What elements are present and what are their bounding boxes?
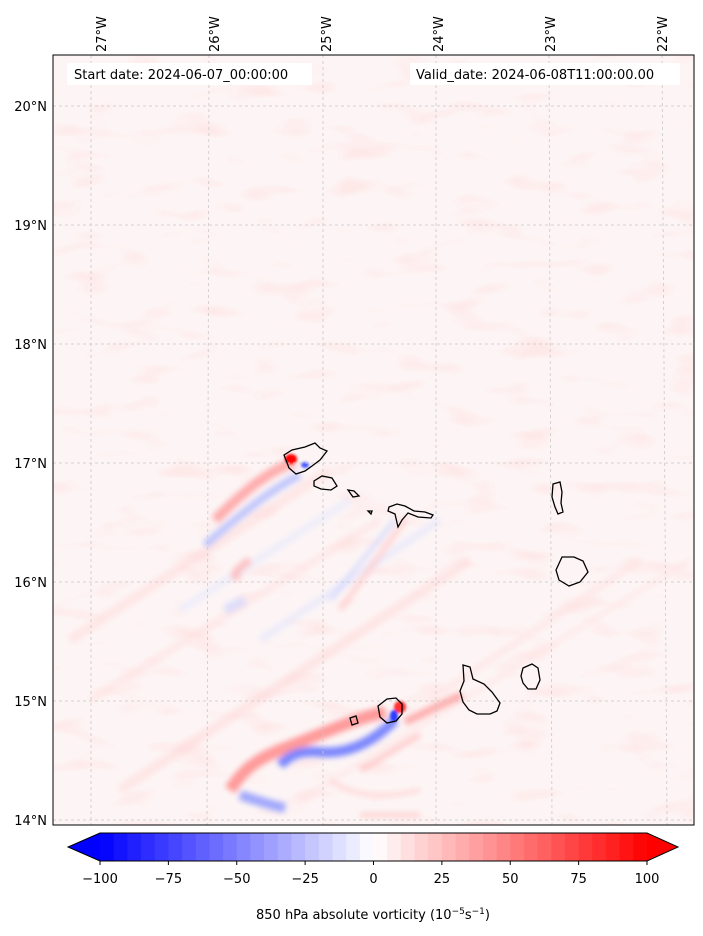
colorbar-tick-label: 50 bbox=[502, 872, 519, 887]
colorbar-ticks: −100 −75 −50 −25 0 25 50 75 100 bbox=[82, 861, 659, 887]
northern-island-wakes bbox=[202, 457, 408, 615]
colorbar-cell bbox=[414, 833, 429, 861]
colorbar-tick-label: 75 bbox=[570, 872, 587, 887]
colorbar: −100 −75 −50 −25 0 25 50 75 100 850 hPa absolute… bbox=[66, 832, 680, 923]
colorbar-cell bbox=[455, 833, 470, 861]
colorbar-cell bbox=[236, 833, 252, 861]
colorbar-cell bbox=[564, 833, 580, 861]
island-raso bbox=[366, 510, 373, 516]
vorticity-field: Start date: 2024-06-07_00:00:00 Valid_da… bbox=[53, 55, 694, 825]
colorbar-cell bbox=[182, 833, 197, 861]
colorbar-cell bbox=[510, 833, 525, 861]
colorbar-cell bbox=[154, 833, 169, 861]
colorbar-cell bbox=[127, 833, 142, 861]
lat-label-19n: 19°N bbox=[14, 219, 47, 234]
colorbar-cell bbox=[428, 833, 443, 861]
colorbar-label: 850 hPa absolute vorticity (10−5s−1) bbox=[256, 907, 490, 923]
colorbar-cell bbox=[209, 833, 224, 861]
lat-label-14n: 14°N bbox=[14, 814, 47, 829]
colorbar-cell bbox=[523, 833, 539, 861]
colorbar-tick-label: −75 bbox=[155, 872, 182, 887]
latitude-labels: 20°N 19°N 18°N 17°N 16°N 15°N 14°N bbox=[14, 100, 47, 829]
colorbar-cell bbox=[619, 833, 634, 861]
start-date-text: Start date: 2024-06-07_00:00:00 bbox=[74, 68, 288, 83]
lon-label-27w: 27°W bbox=[95, 16, 110, 52]
colorbar-tick-label: −50 bbox=[223, 872, 250, 887]
colorbar-cell bbox=[578, 833, 593, 861]
island-sao-nicolau bbox=[387, 503, 434, 529]
colorbar-cell bbox=[113, 833, 128, 861]
colorbar-cell bbox=[605, 833, 621, 861]
start-date-box bbox=[67, 63, 312, 85]
lon-label-26w: 26°W bbox=[208, 16, 223, 52]
colorbar-cell bbox=[264, 833, 279, 861]
field-streaks bbox=[67, 465, 692, 803]
colorbar-cell bbox=[387, 833, 402, 861]
colorbar-tick-label: 0 bbox=[369, 872, 377, 887]
colorbar-cell bbox=[100, 833, 115, 861]
colorbar-cell bbox=[633, 833, 648, 861]
colorbar-tick-label: 100 bbox=[635, 872, 660, 887]
colorbar-cell bbox=[291, 833, 306, 861]
colorbar-cell bbox=[195, 833, 211, 861]
longitude-labels: 27°W 26°W 25°W 24°W 23°W 22°W bbox=[95, 16, 671, 52]
lon-label-23w: 23°W bbox=[544, 16, 559, 52]
map-frame bbox=[52, 54, 695, 826]
island-santo-antao bbox=[283, 442, 329, 475]
colorbar-cells bbox=[100, 833, 648, 861]
colorbar-cell bbox=[496, 833, 511, 861]
field-noise-texture bbox=[53, 55, 694, 825]
colorbar-cell bbox=[373, 833, 388, 861]
gridline-lon-26 bbox=[206, 55, 210, 825]
colorbar-cell bbox=[305, 833, 320, 861]
island-maio bbox=[520, 663, 541, 690]
island-sao-vicente bbox=[313, 475, 338, 491]
valid-date-box bbox=[410, 63, 680, 85]
colorbar-cell bbox=[277, 833, 293, 861]
lat-label-17n: 17°N bbox=[14, 457, 47, 472]
colorbar-cell bbox=[332, 833, 347, 861]
island-santiago bbox=[459, 664, 501, 715]
island-santa-luzia bbox=[346, 489, 361, 498]
lat-label-15n: 15°N bbox=[14, 695, 47, 710]
colorbar-cell bbox=[592, 833, 607, 861]
colorbar-tick-label: −25 bbox=[291, 872, 318, 887]
colorbar-cell bbox=[346, 833, 361, 861]
island-fogo bbox=[377, 697, 403, 724]
colorbar-extend-min bbox=[68, 833, 100, 861]
colorbar-cell bbox=[359, 833, 375, 861]
lon-label-22w: 22°W bbox=[656, 16, 671, 52]
lon-label-24w: 24°W bbox=[432, 16, 447, 52]
lat-label-16n: 16°N bbox=[14, 576, 47, 591]
lat-label-18n: 18°N bbox=[14, 338, 47, 353]
gridline-lon-22 bbox=[661, 55, 668, 825]
colorbar-tick-label: 25 bbox=[434, 872, 451, 887]
colorbar-tick-label: −100 bbox=[82, 872, 118, 887]
valid-date-text: Valid_date: 2024-06-08T11:00:00.00 bbox=[416, 68, 654, 83]
colorbar-cell bbox=[223, 833, 238, 861]
intense-cores bbox=[285, 454, 406, 722]
southern-island-wakes bbox=[225, 691, 464, 818]
colorbar-cell bbox=[250, 833, 265, 861]
colorbar-cell bbox=[400, 833, 416, 861]
coastlines bbox=[283, 442, 589, 726]
island-sal bbox=[551, 481, 564, 515]
gridline-lon-23 bbox=[548, 55, 553, 825]
colorbar-cell bbox=[168, 833, 183, 861]
colorbar-cell bbox=[441, 833, 457, 861]
colorbar-extend-max bbox=[647, 833, 678, 861]
lat-label-20n: 20°N bbox=[14, 100, 47, 115]
colorbar-cell bbox=[482, 833, 498, 861]
lon-label-25w: 25°W bbox=[320, 16, 335, 52]
colorbar-cell bbox=[469, 833, 484, 861]
colorbar-cell bbox=[318, 833, 334, 861]
colorbar-cell bbox=[537, 833, 552, 861]
gridlines bbox=[53, 55, 694, 825]
island-brava bbox=[349, 715, 359, 726]
island-boa-vista bbox=[555, 556, 589, 587]
colorbar-cell bbox=[551, 833, 566, 861]
colorbar-cell bbox=[141, 833, 156, 861]
